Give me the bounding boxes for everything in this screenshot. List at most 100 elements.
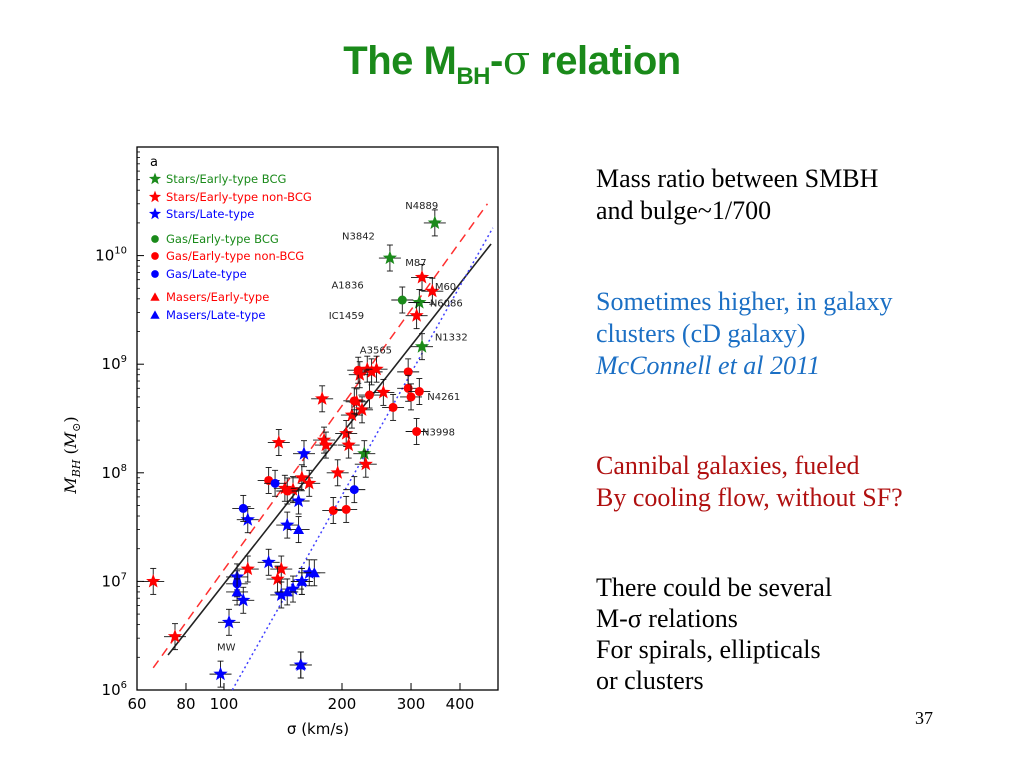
x-tick-label: 80 xyxy=(176,695,195,713)
circle-marker xyxy=(403,367,413,377)
star-marker xyxy=(271,435,286,449)
citation-line: McConnell et al 2011 xyxy=(596,351,821,380)
star-marker xyxy=(167,629,183,643)
x-tick-label: 300 xyxy=(397,695,426,713)
star-marker xyxy=(315,391,330,405)
star-marker xyxy=(339,426,354,440)
star-marker xyxy=(221,614,237,629)
text-line: There could be several xyxy=(596,573,833,602)
text-line: Sometimes higher, in galaxy xyxy=(596,287,893,316)
text-block-cannibal: Cannibal galaxies, fueled By cooling flo… xyxy=(596,450,903,514)
circle-marker xyxy=(328,505,338,515)
data-point xyxy=(236,555,259,583)
star-marker xyxy=(409,308,424,322)
data-point xyxy=(282,575,305,603)
star-marker xyxy=(357,446,372,460)
star-marker xyxy=(358,456,373,471)
data-point xyxy=(257,548,280,576)
star-marker xyxy=(302,565,317,579)
star-marker xyxy=(236,592,251,607)
axes: 60 80 100 200 300 400 106 107 108 109 1010 xyxy=(95,151,474,713)
galaxy-label: N3842 xyxy=(342,232,375,243)
y-tick-label: 1010 xyxy=(95,246,127,265)
star-marker xyxy=(274,587,289,601)
data-point xyxy=(314,431,337,459)
circle-marker xyxy=(388,402,398,412)
data-point xyxy=(298,469,321,497)
triangle-marker xyxy=(308,567,320,578)
circle-marker xyxy=(364,390,374,400)
legend-entry: Gas/Early-type BCG xyxy=(166,232,279,246)
title-rest: relation xyxy=(529,39,681,83)
x-tick-label: 200 xyxy=(328,695,357,713)
star-marker xyxy=(240,512,255,526)
star-marker xyxy=(240,561,255,576)
title-sigma: σ xyxy=(502,38,530,84)
star-marker xyxy=(414,339,430,353)
title-dash: - xyxy=(489,39,503,83)
data-point xyxy=(365,355,388,383)
star-marker xyxy=(354,402,370,416)
galaxy-label: A3565 xyxy=(360,346,392,357)
star-marker xyxy=(360,361,375,376)
data-point xyxy=(276,578,299,606)
data-point xyxy=(218,608,241,636)
star-marker xyxy=(146,573,161,588)
data-point xyxy=(354,450,377,478)
data-point xyxy=(408,378,431,405)
circle-marker xyxy=(349,396,359,406)
data-point xyxy=(264,469,287,497)
data-point xyxy=(322,497,345,524)
circle-marker xyxy=(412,427,422,437)
data-point xyxy=(423,209,446,237)
data-point xyxy=(347,356,370,384)
title-subscript: BH xyxy=(456,63,490,90)
circle-marker xyxy=(353,365,363,375)
text-block-relations: There could be several M-σ relations For… xyxy=(596,572,832,696)
triangle-marker xyxy=(281,586,293,597)
data-point xyxy=(267,429,290,456)
star-marker xyxy=(412,295,427,309)
data-point xyxy=(343,476,366,504)
data-point xyxy=(391,286,414,314)
text-block-clusters: Sometimes higher, in galaxy clusters (cD… xyxy=(596,286,892,382)
x-tick-label: 60 xyxy=(127,695,146,713)
data-point xyxy=(326,459,349,487)
data-point xyxy=(289,651,312,679)
text-block-mass-ratio: Mass ratio between SMBH and bulge~1/700 xyxy=(596,163,878,227)
legend-circle-icon xyxy=(151,252,159,260)
star-marker xyxy=(274,561,289,576)
fit-line-dotted xyxy=(231,227,494,691)
triangle-marker xyxy=(295,659,307,670)
legend-entry: Gas/Early-type non-BCG xyxy=(166,249,304,263)
circle-marker xyxy=(403,383,413,393)
data-point xyxy=(142,567,165,595)
data-point xyxy=(405,418,428,445)
legend-triangle-icon xyxy=(150,310,160,319)
star-marker xyxy=(213,666,228,681)
text-line: Mass ratio between SMBH xyxy=(596,164,879,193)
triangle-marker xyxy=(231,586,243,597)
data-point xyxy=(421,277,444,305)
data-point xyxy=(372,378,395,406)
star-marker xyxy=(425,283,440,298)
star-marker xyxy=(285,581,301,596)
legend-circle-icon xyxy=(151,235,159,243)
data-point xyxy=(382,393,405,421)
y-tick-label: 108 xyxy=(102,463,127,482)
circle-marker xyxy=(414,387,424,397)
legend-circle-icon xyxy=(151,270,159,278)
data-point xyxy=(163,623,186,651)
galaxy-label: N4889 xyxy=(405,201,438,212)
legend-triangle-icon xyxy=(150,292,160,301)
data-point xyxy=(226,578,249,606)
data-points xyxy=(142,209,446,688)
star-marker xyxy=(294,470,309,484)
y-tick-label: 107 xyxy=(102,571,127,590)
data-point xyxy=(343,387,366,415)
fit-line-dashed xyxy=(152,203,489,669)
data-point xyxy=(311,385,334,413)
data-point xyxy=(411,333,434,361)
data-point xyxy=(378,244,401,272)
